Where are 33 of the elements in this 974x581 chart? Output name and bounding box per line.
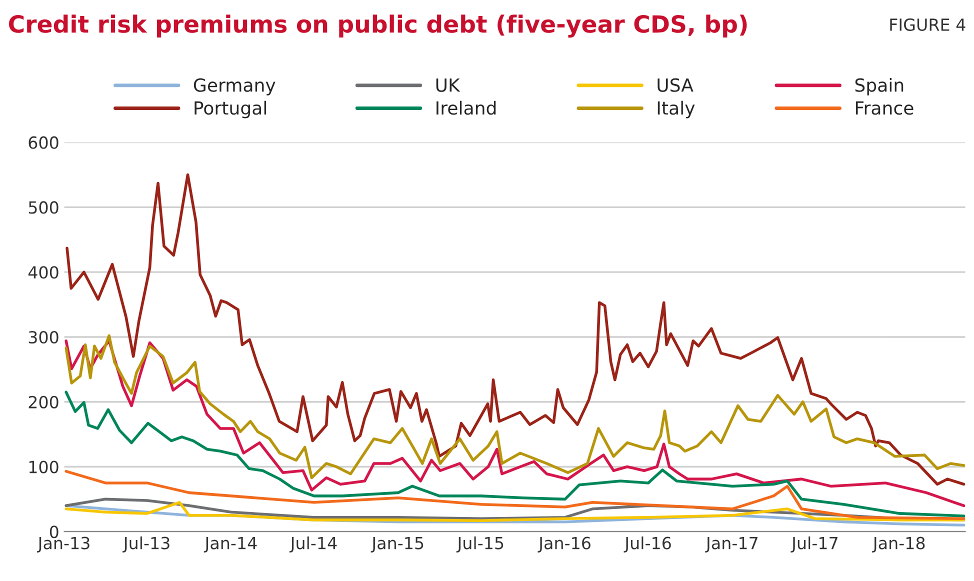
legend-label: Spain xyxy=(855,78,904,96)
line-series xyxy=(64,470,966,520)
y-tick-label: 600 xyxy=(28,136,58,149)
x-tick-label: Jan-18 xyxy=(872,536,925,552)
line-series xyxy=(64,390,966,518)
line-series xyxy=(66,173,966,486)
y-tick-label: 400 xyxy=(28,266,58,279)
x-tick-label: Jan-17 xyxy=(705,536,758,552)
y-tick-label: 500 xyxy=(28,201,58,214)
y-tick-label: 100 xyxy=(29,460,58,474)
legend-label: Portugal xyxy=(194,100,266,118)
legend-label: UK xyxy=(436,78,460,92)
x-tick-label: Jul-13 xyxy=(122,536,170,552)
y-tick-label: 0 xyxy=(50,526,58,538)
y-tick-label: 200 xyxy=(28,396,58,408)
line-series xyxy=(64,334,966,480)
x-tick-label: Jan-16 xyxy=(538,536,590,552)
x-tick-label: Jul-14 xyxy=(289,536,337,552)
legend-label: USA xyxy=(658,78,694,92)
caption: FIGURE 4 xyxy=(890,18,966,31)
y-tick-label: 300 xyxy=(28,330,58,344)
legend-label: Italy xyxy=(658,100,695,118)
x-tick-label: Jan-14 xyxy=(204,536,257,552)
x-tick-label: Jul-15 xyxy=(456,536,504,552)
legend-label: Germany xyxy=(194,78,276,96)
legend-label: Ireland xyxy=(436,100,496,115)
legend-label: France xyxy=(856,101,914,115)
line-series xyxy=(64,501,966,522)
chart-title: Credit risk premiums on public debt (five-year CDS, bp) xyxy=(8,14,747,38)
x-tick-label: Jan-13 xyxy=(36,536,90,552)
x-tick-label: Jul-17 xyxy=(790,536,838,552)
x-tick-label: Jul-16 xyxy=(624,536,671,552)
x-tick-label: Jan-15 xyxy=(370,536,424,552)
